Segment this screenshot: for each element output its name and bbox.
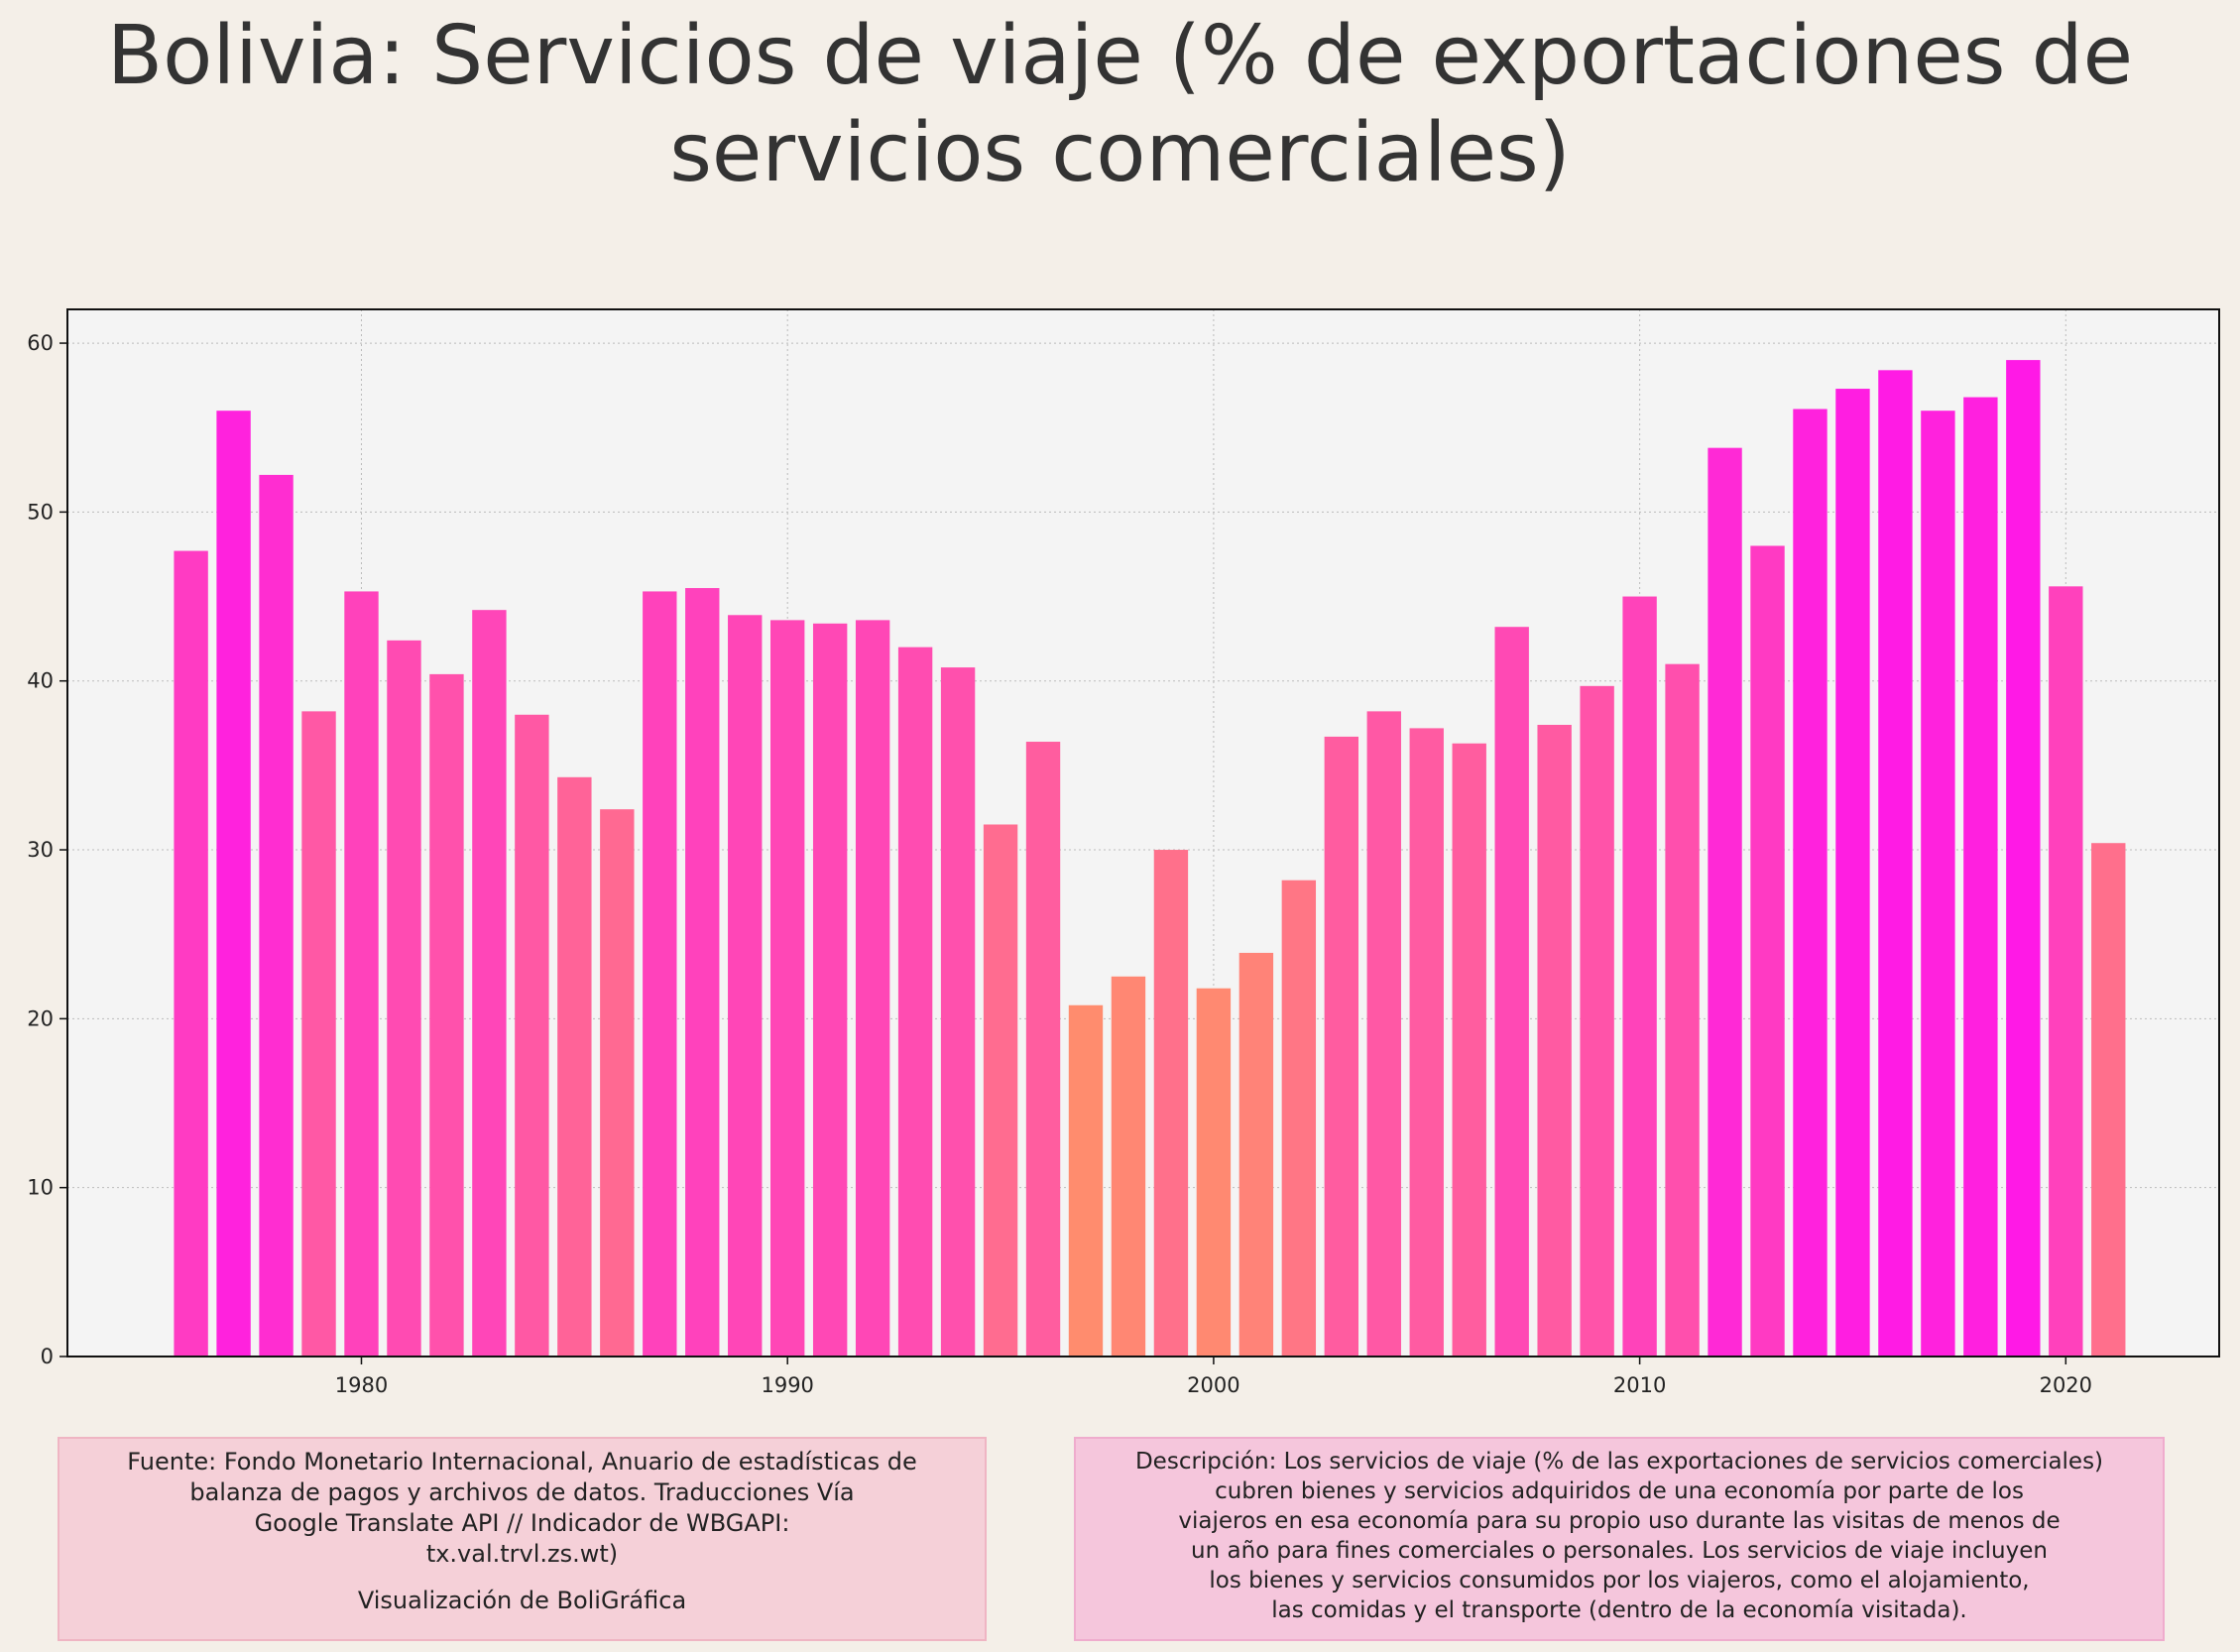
bar-2005	[1409, 728, 1444, 1357]
bar-1988	[685, 588, 720, 1357]
bars	[174, 360, 2126, 1357]
bar-2013	[1750, 545, 1785, 1357]
bar-1990	[770, 620, 805, 1357]
x-tick-label: 2020	[2040, 1373, 2092, 1397]
bar-1996	[1025, 742, 1061, 1357]
y-tick-label: 50	[27, 500, 54, 524]
axis-ticks: 0 10 20 30 40 50 60 1980 1990 2000 2010 2020	[27, 331, 2092, 1397]
bar-1978	[259, 474, 294, 1357]
bar-1979	[301, 711, 336, 1357]
bar-2019	[2006, 360, 2041, 1357]
y-tick-label: 20	[27, 1006, 54, 1030]
chart-title: Bolivia: Servicios de viaje (% de export…	[0, 8, 2240, 202]
description-line: los bienes y servicios consumidos por lo…	[1209, 1568, 2030, 1593]
bar-1993	[897, 647, 933, 1357]
bar-2015	[1835, 389, 1870, 1357]
bar-1999	[1153, 850, 1189, 1357]
bar-1998	[1111, 976, 1146, 1357]
y-tick-label: 40	[27, 669, 54, 693]
bar-1997	[1068, 1004, 1104, 1357]
bar-1982	[429, 673, 464, 1357]
bar-2010	[1622, 596, 1657, 1357]
bar-2004	[1366, 711, 1401, 1357]
y-tick-label: 10	[27, 1176, 54, 1200]
bar-1981	[387, 640, 421, 1357]
y-tick-label: 60	[27, 331, 54, 355]
bar-1991	[812, 623, 848, 1357]
y-tick-label: 0	[41, 1345, 54, 1368]
bar-1983	[472, 610, 507, 1357]
description-line: un año para fines comerciales o personal…	[1191, 1538, 2048, 1564]
bar-1986	[600, 809, 635, 1357]
x-tick-label: 1980	[335, 1373, 388, 1397]
chart-title-line-2: servicios comerciales)	[669, 106, 1571, 200]
bar-2017	[1921, 411, 1955, 1357]
y-tick-label: 30	[27, 838, 54, 862]
credit-text: Visualización de BoliGráfica	[357, 1587, 687, 1614]
description-line: cubren bienes y servicios adquiridos de …	[1215, 1478, 2024, 1504]
x-tick-label: 2010	[1613, 1373, 1666, 1397]
chart-title-line-1: Bolivia: Servicios de viaje (% de export…	[106, 9, 2134, 103]
x-tick-label: 2000	[1187, 1373, 1239, 1397]
bar-2016	[1878, 370, 1913, 1357]
bar-2009	[1580, 685, 1614, 1357]
bar-2006	[1452, 743, 1486, 1357]
x-tick-label: 1990	[761, 1373, 813, 1397]
bar-1976	[174, 550, 208, 1357]
description-line: las comidas y el transporte (dentro de l…	[1271, 1597, 1967, 1623]
bar-2012	[1708, 447, 1742, 1357]
description-line: Descripción: Los servicios de viaje (% d…	[1134, 1449, 2104, 1475]
description-note: Descripción: Los servicios de viaje (% d…	[1074, 1437, 2165, 1641]
bar-1994	[940, 667, 976, 1357]
bar-1980	[344, 591, 379, 1357]
plot-frame	[66, 308, 2220, 1357]
bar-2014	[1793, 409, 1827, 1357]
bar-2011	[1665, 663, 1700, 1357]
bar-1992	[855, 620, 890, 1357]
bar-2021	[2091, 843, 2126, 1357]
bar-1984	[515, 714, 549, 1357]
bar-2001	[1238, 952, 1274, 1357]
bar-chart: 0 10 20 30 40 50 60 1980 1990 2000 2010 2020	[27, 308, 2220, 1397]
source-line: Google Translate API // Indicador de WBG…	[254, 1509, 790, 1537]
source-line: tx.val.trvl.zs.wt)	[425, 1540, 619, 1568]
description-line: viajeros en esa economía para su propio …	[1178, 1508, 2061, 1534]
bar-2008	[1537, 724, 1572, 1357]
source-note: Fuente: Fondo Monetario Internacional, A…	[58, 1437, 987, 1641]
bar-1977	[216, 411, 251, 1357]
bar-2002	[1281, 880, 1317, 1357]
bar-2003	[1324, 736, 1358, 1357]
bar-2018	[1963, 397, 1998, 1357]
source-line: Fuente: Fondo Monetario Internacional, A…	[127, 1448, 917, 1475]
bar-1989	[728, 615, 763, 1357]
bar-1987	[643, 591, 677, 1357]
bar-2007	[1494, 627, 1529, 1357]
bar-1985	[557, 776, 592, 1357]
source-line: balanza de pagos y archivos de datos. Tr…	[189, 1478, 855, 1506]
bar-2000	[1196, 988, 1232, 1357]
bar-2020	[2049, 586, 2083, 1357]
bar-1995	[983, 824, 1018, 1357]
